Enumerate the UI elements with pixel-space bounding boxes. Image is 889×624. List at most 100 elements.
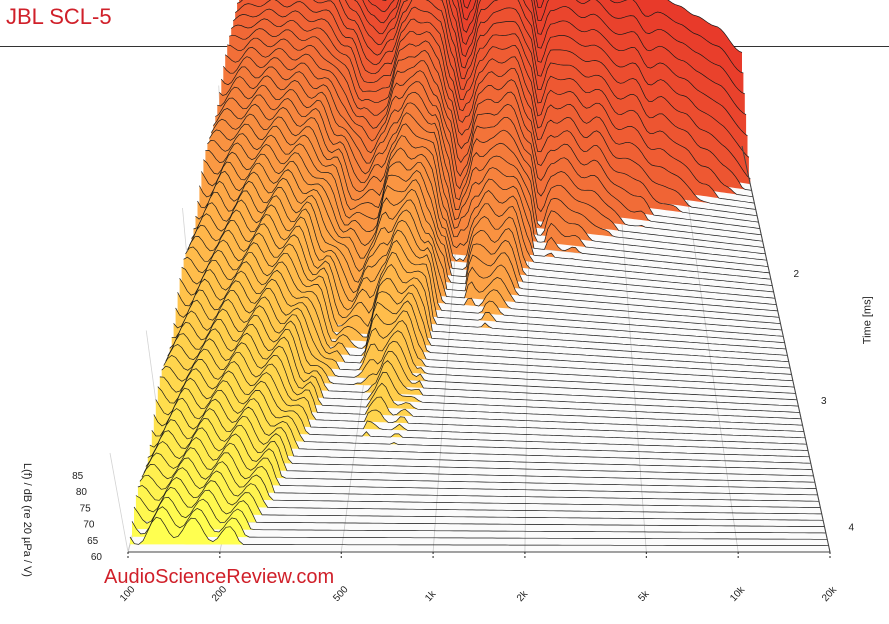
decay-slice-line [135,487,825,527]
decay-slice-line [201,161,780,318]
decay-slice-line [211,113,773,286]
time-tick-label: 2 [794,269,800,280]
decay-slice-line [217,84,769,267]
level-tick-label: 75 [80,503,92,514]
x-tick-label: 20k [820,584,840,604]
decay-slice-line [159,368,809,451]
decay-slice-line [165,338,804,432]
decay-slice-line [187,229,789,363]
level-tick-label: 80 [76,487,88,498]
decay-slice-fill [187,230,789,362]
decay-slice-line [189,220,788,356]
decay-slice-line [179,269,795,388]
decay-slice-line [161,359,807,445]
time-axis-line [741,145,831,553]
decay-slice-line [205,142,777,305]
decay-slice-line [177,278,796,394]
decay-slice-line [381,0,747,116]
x-tick-label: 10k [728,584,748,604]
decay-slice-fill [177,279,796,394]
decay-slice-fill [191,209,786,349]
decay-slice-line [163,348,806,439]
decay-slice-fill [153,398,813,470]
decay-slice-line [227,37,762,236]
decay-slice-line [129,516,829,547]
decay-slice-line [353,0,751,180]
decay-slice-fill [179,269,795,388]
decay-slice-line [215,94,770,274]
level-tick-label: 70 [83,520,95,531]
decay-slice-line [139,467,822,515]
x-tick-label: 2k [515,588,531,604]
decay-slice-line [462,0,744,74]
decay-slice-fill [157,378,810,457]
decay-slice-line [169,318,802,420]
decay-slice-line [229,28,760,229]
decay-slice-line [207,133,776,299]
time-tick-label: 4 [849,523,855,534]
decay-slice-fill [159,368,809,451]
decay-slice-line [236,0,755,204]
x-tick-label: 5k [636,588,652,604]
decay-slice-line [131,506,828,540]
decay-slice-line [199,170,781,324]
decay-slice-line [234,0,756,210]
decay-slice-line [232,8,758,217]
decay-slice-fill [181,260,793,381]
decay-slice-line [185,239,791,369]
watermark: AudioScienceReview.com [104,566,335,588]
side-wall-line [109,452,129,553]
decay-slice-fill [173,299,799,407]
decay-slice-fill [130,517,829,546]
decay-slice-line [193,199,785,344]
decay-slice-fill [185,240,791,368]
decay-slice-line [203,151,778,312]
decay-slice-line [141,457,821,508]
decay-slice-line [219,75,767,261]
decay-slice-line [362,0,750,158]
decay-slice-line [181,259,793,382]
decay-slice-fill [189,220,788,356]
decay-slice-line [224,46,763,242]
decay-slice-line [345,0,752,191]
x-tick-label: 500 [331,584,351,604]
decay-slice-line [143,447,820,502]
decay-slice-fill [169,319,802,419]
level-axis-title: L(f) / dB (re 20 µPa / V) [21,463,33,577]
decay-slice-line [171,308,800,413]
decay-slice-line [183,249,792,375]
decay-slice-line [137,476,824,521]
decay-slice-fill [175,289,798,400]
decay-slice-line [155,387,811,464]
decay-slice-line [338,0,754,198]
decay-slice-line [173,298,799,407]
decay-slice-line [167,328,803,426]
level-tick-label: 85 [72,471,84,482]
decay-slice-line [145,436,818,496]
decay-slice-line [230,18,759,223]
decay-slice-line [157,377,810,458]
decay-slices [129,0,829,547]
decay-slice-line [191,209,787,350]
decay-slice-line [153,397,813,470]
time-axis-title: Time [ms] [861,296,873,344]
decay-slice-line [149,418,815,483]
decay-slice-line [151,408,814,477]
level-tick-label: 65 [87,536,99,547]
time-tick-label: 3 [821,396,827,407]
decay-slice-line [213,103,771,280]
decay-slice-line [133,496,826,534]
decay-slice-fill [134,497,826,533]
decay-slice-line [197,180,782,331]
brand-title: JBL SCL-5 [6,4,112,29]
decay-slice-line [175,289,798,401]
level-tick-label: 60 [91,552,103,563]
decay-slice-line [209,123,774,293]
decay-slice-fill [135,487,825,527]
decay-slice-line [147,427,817,489]
decay-slice-line [195,190,784,337]
x-tick-label: 1k [423,588,439,604]
decay-slice-fill [183,250,792,375]
decay-slice-line [221,66,766,255]
